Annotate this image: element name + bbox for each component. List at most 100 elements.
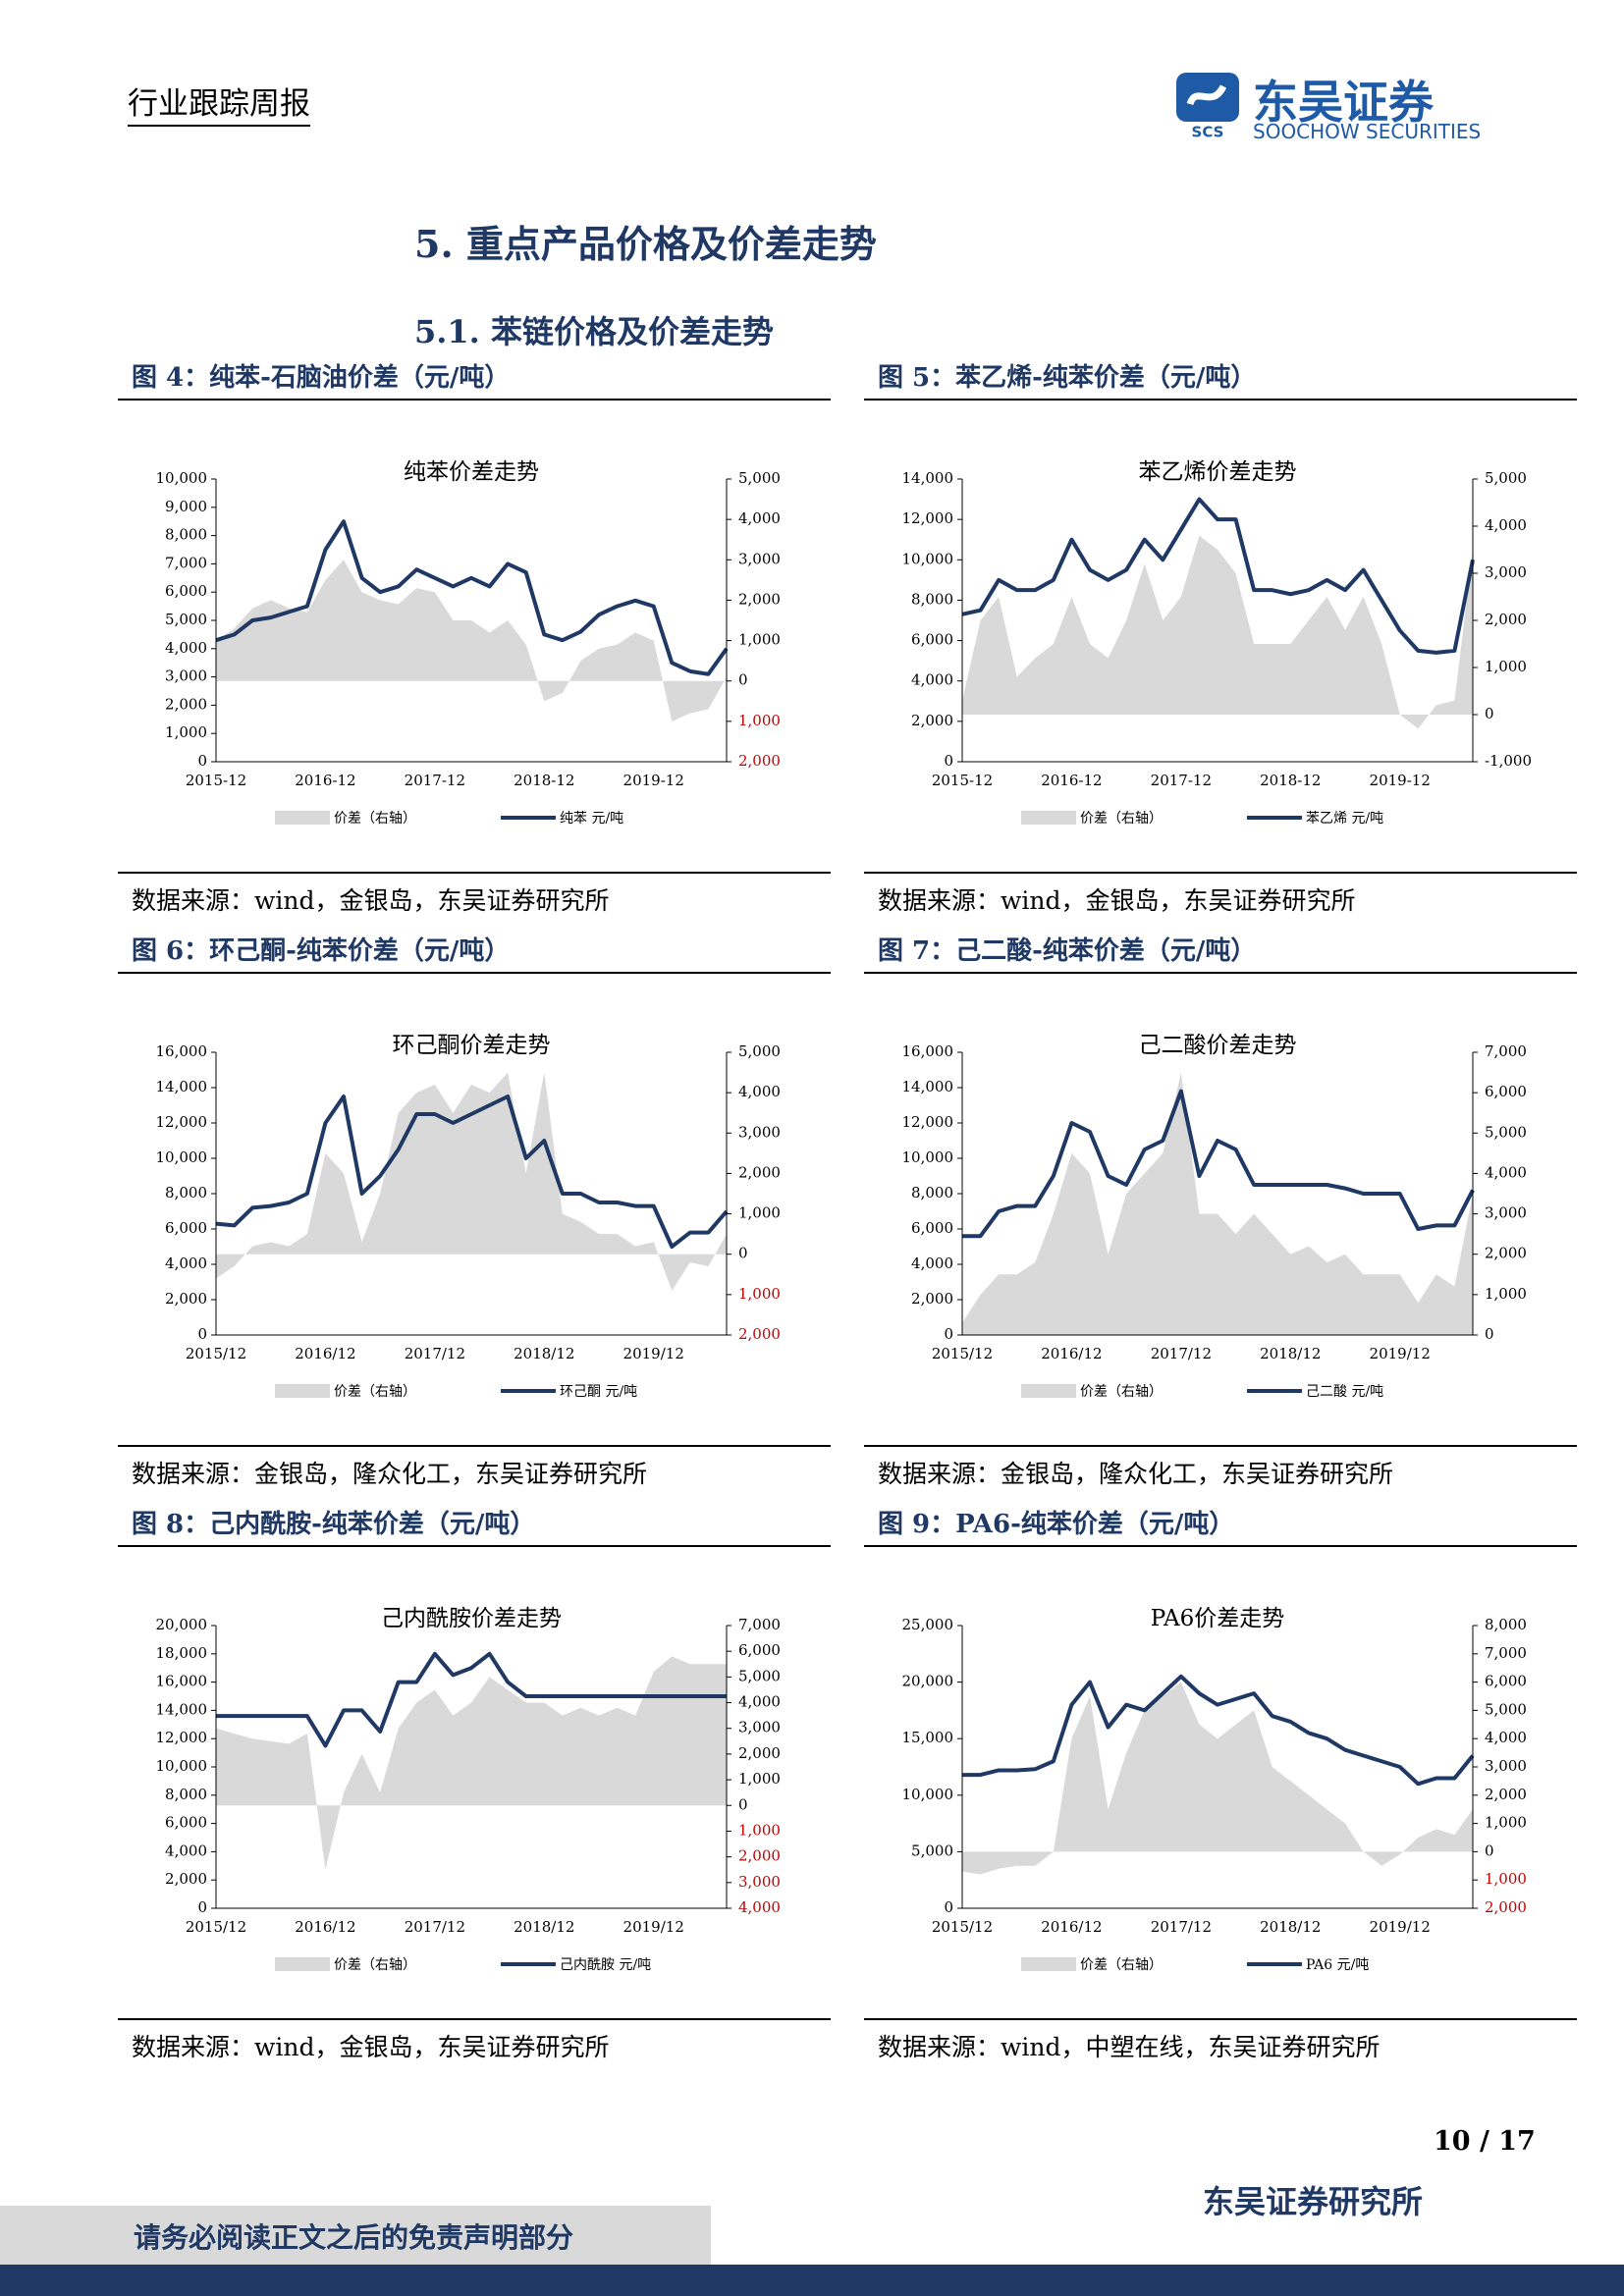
y-tick-label: 4,000: [911, 1255, 953, 1272]
y2-tick-label: 4,000: [738, 1693, 781, 1711]
figure-caption: 图 9：PA6-纯苯价差（元/吨）: [878, 1510, 1235, 1539]
y2-tick-label: 1,000: [738, 631, 781, 649]
legend-label: 价差（右轴）: [1080, 1384, 1163, 1400]
y2-tick-label: 2,000: [738, 590, 781, 608]
x-tick-label: 2016/12: [1041, 1918, 1102, 1936]
legend-label: 价差（右轴）: [334, 1957, 416, 1973]
y2-tick-label: 3,000: [1485, 563, 1527, 581]
y2-tick-label: 1,000: [738, 1821, 781, 1839]
y2-tick-label: 5,000: [738, 1667, 781, 1684]
y-tick-label: 5,000: [165, 611, 207, 628]
y-tick-label: 2,000: [911, 1290, 953, 1308]
price-line: [962, 1089, 1475, 1239]
y-tick-label: 10,000: [902, 1148, 954, 1166]
chart-title: 苯乙烯价差走势: [1139, 459, 1297, 485]
y2-tick-label: 1,000: [738, 1204, 781, 1222]
x-tick-label: 2018/12: [1260, 1918, 1321, 1936]
y2-tick-label: 3,000: [738, 1873, 781, 1891]
y-tick-label: 14,000: [156, 1700, 208, 1718]
x-tick-label: 2015-12: [186, 772, 246, 789]
y2-tick-label: 7,000: [1485, 1644, 1527, 1662]
legend-swatch: [1021, 1957, 1076, 1971]
chart-title: 己二酸价差走势: [1139, 1033, 1297, 1058]
y2-tick-label: 3,000: [1485, 1757, 1527, 1775]
logo-abbr: SCS: [1192, 124, 1224, 141]
y-tick-label: 2,000: [165, 1870, 207, 1888]
legend-label: 价差（右轴）: [1080, 811, 1163, 827]
y-tick-label: 16,000: [156, 1673, 208, 1690]
caption-rule: [118, 1545, 831, 1547]
y-tick-label: 12,000: [156, 1729, 208, 1746]
legend-label: 己内酰胺 元/吨: [560, 1957, 651, 1973]
y-tick-label: 9,000: [165, 498, 207, 515]
figure-caption: 图 4：纯苯-石脑油价差（元/吨）: [132, 363, 511, 393]
chart: 0 1,000 2,000 3,000 4,000 5,000 6,000 7,000 8,00…: [156, 459, 781, 827]
y-tick-label: 4,000: [165, 639, 207, 657]
y-tick-label: 0: [944, 1325, 953, 1343]
source-rule: [864, 1445, 1577, 1447]
y2-tick-label: 4,000: [1485, 516, 1527, 534]
x-tick-label: 2015-12: [932, 772, 993, 789]
price-line: [216, 1651, 727, 1748]
chart: 0 5,000 10,000 15,000 20,000 25,000 2,000 1,000…: [902, 1606, 1527, 1973]
x-tick-label: 2016/12: [295, 1345, 355, 1362]
y-tick-label: 1,000: [165, 723, 207, 741]
legend-label: 价差（右轴）: [334, 1384, 416, 1400]
legend-swatch: [275, 1384, 330, 1398]
x-tick-label: 2016-12: [1041, 772, 1102, 789]
y-tick-label: 6,000: [165, 582, 207, 600]
y2-tick-label: 0: [1485, 1842, 1494, 1859]
y2-tick-label: 1,000: [1485, 1870, 1527, 1888]
price-line: [215, 519, 729, 676]
caption-rule: [864, 972, 1577, 974]
caption-rule: [864, 1545, 1577, 1547]
y-tick-label: 14,000: [902, 1078, 954, 1095]
spread-area: [962, 535, 1473, 729]
y-tick-label: 12,000: [902, 509, 954, 527]
legend-label: 环己酮 元/吨: [560, 1384, 637, 1400]
y-tick-label: 20,000: [902, 1673, 954, 1690]
legend-label: 纯苯 元/吨: [560, 810, 623, 827]
price-line: [215, 1095, 729, 1249]
figure-source: 数据来源：金银岛，隆众化工，东吴证券研究所: [132, 1460, 648, 1488]
y-tick-label: 4,000: [165, 1842, 207, 1859]
y-tick-label: 16,000: [156, 1042, 208, 1060]
legend-label: 苯乙烯 元/吨: [1306, 810, 1383, 827]
x-tick-label: 2017/12: [1151, 1345, 1212, 1362]
y2-tick-label: 0: [1485, 705, 1494, 722]
y-tick-label: 2,000: [165, 1290, 207, 1308]
y-tick-label: 20,000: [156, 1616, 208, 1633]
y2-tick-label: 5,000: [738, 469, 781, 487]
y-tick-label: 8,000: [911, 590, 953, 608]
y-tick-label: 25,000: [902, 1616, 954, 1633]
y2-tick-label: 1,000: [738, 712, 781, 729]
y-tick-label: 6,000: [911, 1219, 953, 1237]
y-tick-label: 5,000: [911, 1842, 953, 1859]
y2-tick-label: 2,000: [738, 1847, 781, 1865]
y2-tick-label: 4,000: [738, 509, 781, 527]
x-tick-label: 2015/12: [932, 1918, 993, 1936]
chart-title: 己内酰胺价差走势: [381, 1606, 562, 1631]
y2-tick-label: 0: [738, 1795, 748, 1813]
chart: 0 2,000 4,000 6,000 8,000 10,000 12,000 14,000 1…: [156, 1606, 781, 1973]
legend-swatch: [1021, 811, 1076, 825]
y2-tick-label: 1,000: [738, 1285, 781, 1303]
y-tick-label: 10,000: [902, 550, 954, 567]
y2-tick-label: 4,000: [1485, 1729, 1527, 1746]
x-tick-label: 2019-12: [623, 772, 684, 789]
logo-swoosh: [1186, 84, 1227, 106]
x-tick-label: 2015/12: [186, 1345, 246, 1362]
y2-tick-label: 4,000: [738, 1083, 781, 1100]
y2-tick-label: 2,000: [738, 1325, 781, 1343]
x-tick-label: 2017/12: [1151, 1918, 1212, 1936]
y2-tick-label: 1,000: [1485, 658, 1527, 675]
chart-title: 环己酮价差走势: [393, 1033, 551, 1058]
x-tick-label: 2018/12: [514, 1918, 574, 1936]
disclaimer-band: [0, 2206, 711, 2265]
legend-label: PA6 元/吨: [1306, 1957, 1369, 1973]
y-tick-label: 3,000: [165, 667, 207, 685]
spread-area: [216, 1656, 727, 1870]
y-tick-label: 14,000: [902, 469, 954, 487]
y2-tick-label: 7,000: [738, 1616, 781, 1633]
y2-tick-label: 2,000: [1485, 1898, 1527, 1916]
